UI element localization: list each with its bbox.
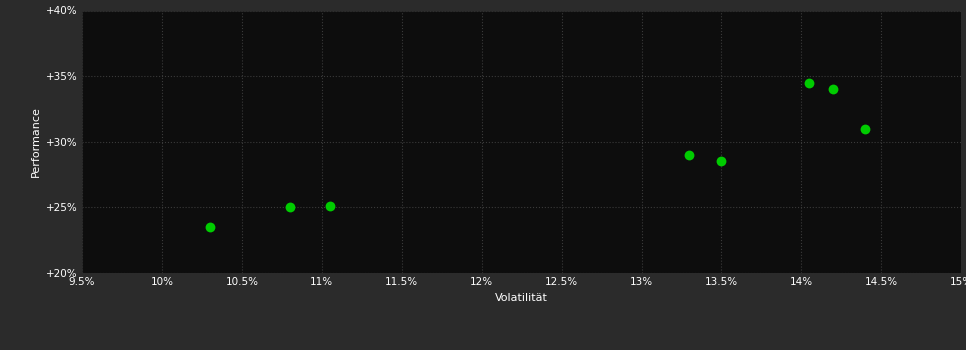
Point [714,159,729,164]
Y-axis label: Performance: Performance [31,106,41,177]
Point [202,224,217,230]
Point [802,80,817,85]
Point [682,152,697,158]
X-axis label: Volatilität: Volatilität [496,293,548,303]
Point [858,126,873,132]
Point [282,204,298,210]
Point [826,86,841,92]
Point [322,203,337,209]
